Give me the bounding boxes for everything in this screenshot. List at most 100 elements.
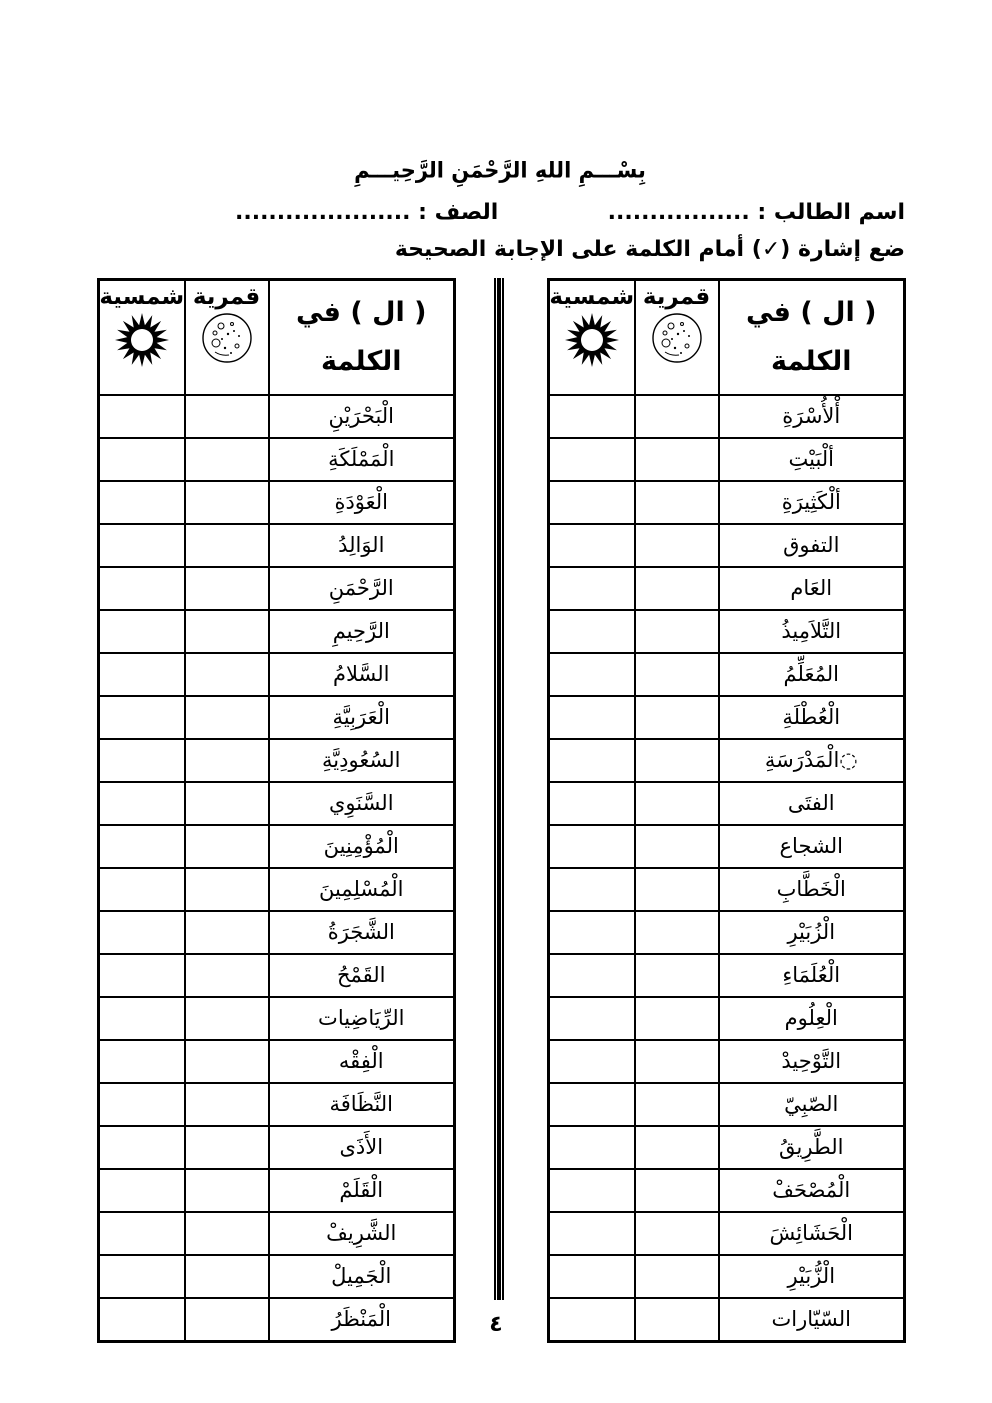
shamsiya-checkbox-cell[interactable] [97, 608, 186, 654]
shamsiya-checkbox-cell[interactable] [547, 694, 636, 740]
qamariya-checkbox-cell[interactable] [633, 866, 720, 912]
student-name-field[interactable]: اسم الطالب : ................. [607, 200, 905, 225]
shamsiya-checkbox-cell[interactable] [547, 952, 636, 998]
shamsiya-checkbox-cell[interactable] [97, 1167, 186, 1213]
qamariya-checkbox-cell[interactable] [183, 866, 270, 912]
shamsiya-checkbox-cell[interactable] [97, 1081, 186, 1127]
qamariya-checkbox-cell[interactable] [633, 1081, 720, 1127]
shamsiya-checkbox-cell[interactable] [97, 1038, 186, 1084]
shamsiya-checkbox-cell[interactable] [547, 1124, 636, 1170]
qamariya-checkbox-cell[interactable] [633, 694, 720, 740]
qamariya-checkbox-cell[interactable] [183, 1167, 270, 1213]
qamariya-checkbox-cell[interactable] [183, 823, 270, 869]
shamsiya-checkbox-cell[interactable] [97, 1296, 186, 1342]
shamsiya-checkbox-cell[interactable] [547, 393, 636, 439]
shamsiya-checkbox-cell[interactable] [547, 651, 636, 697]
qamariya-checkbox-cell[interactable] [633, 737, 720, 783]
word-cell: الوَالِدُ [267, 522, 456, 568]
shamsiya-checkbox-cell[interactable] [547, 565, 636, 611]
word-cell: الفتَى [717, 780, 906, 826]
shamsiya-checkbox-cell[interactable] [547, 823, 636, 869]
shamsiya-checkbox-cell[interactable] [547, 522, 636, 568]
qamariya-checkbox-cell[interactable] [633, 651, 720, 697]
qamariya-checkbox-cell[interactable] [633, 909, 720, 955]
shamsiya-checkbox-cell[interactable] [97, 1210, 186, 1256]
word-column-header-line2: الكلمة [770, 345, 852, 377]
shamsiya-checkbox-cell[interactable] [547, 608, 636, 654]
shamsiya-checkbox-cell[interactable] [97, 393, 186, 439]
shamsiya-checkbox-cell[interactable] [547, 1296, 636, 1342]
shamsiya-checkbox-cell[interactable] [547, 436, 636, 482]
qamariya-checkbox-cell[interactable] [633, 1253, 720, 1299]
qamariya-checkbox-cell[interactable] [633, 780, 720, 826]
qamariya-checkbox-cell[interactable] [183, 522, 270, 568]
table-row: الصّبِيّ [547, 1081, 906, 1127]
shamsiya-checkbox-cell[interactable] [97, 436, 186, 482]
shamsiya-checkbox-cell[interactable] [547, 737, 636, 783]
shamsiya-checkbox-cell[interactable] [97, 952, 186, 998]
shamsiya-checkbox-cell[interactable] [97, 780, 186, 826]
qamariya-checkbox-cell[interactable] [633, 1296, 720, 1342]
qamariya-checkbox-cell[interactable] [633, 1167, 720, 1213]
qamariya-checkbox-cell[interactable] [183, 1081, 270, 1127]
shamsiya-checkbox-cell[interactable] [547, 1081, 636, 1127]
shamsiya-checkbox-cell[interactable] [547, 1210, 636, 1256]
qamariya-checkbox-cell[interactable] [183, 995, 270, 1041]
qamariya-checkbox-cell[interactable] [633, 1038, 720, 1084]
shamsiya-checkbox-cell[interactable] [547, 479, 636, 525]
qamariya-checkbox-cell[interactable] [183, 1038, 270, 1084]
qamariya-checkbox-cell[interactable] [633, 995, 720, 1041]
qamariya-checkbox-cell[interactable] [633, 823, 720, 869]
qamariya-checkbox-cell[interactable] [183, 651, 270, 697]
shamsiya-checkbox-cell[interactable] [97, 522, 186, 568]
shamsiya-checkbox-cell[interactable] [97, 1253, 186, 1299]
qamariya-checkbox-cell[interactable] [633, 1124, 720, 1170]
qamariya-checkbox-cell[interactable] [183, 1210, 270, 1256]
qamariya-checkbox-cell[interactable] [633, 522, 720, 568]
qamariya-checkbox-cell[interactable] [183, 1296, 270, 1342]
shamsiya-checkbox-cell[interactable] [547, 1038, 636, 1084]
shamsiya-checkbox-cell[interactable] [547, 780, 636, 826]
qamariya-checkbox-cell[interactable] [633, 393, 720, 439]
qamariya-checkbox-cell[interactable] [183, 737, 270, 783]
qamariya-checkbox-cell[interactable] [183, 780, 270, 826]
qamariya-checkbox-cell[interactable] [633, 1210, 720, 1256]
qamariya-checkbox-cell[interactable] [183, 1253, 270, 1299]
table-header-row: ( ال ) في الكلمة قمرية [97, 278, 456, 396]
shamsiya-checkbox-cell[interactable] [97, 909, 186, 955]
qamariya-checkbox-cell[interactable] [183, 909, 270, 955]
shamsiya-checkbox-cell[interactable] [547, 995, 636, 1041]
shamsiya-checkbox-cell[interactable] [97, 737, 186, 783]
qamariya-checkbox-cell[interactable] [633, 952, 720, 998]
qamariya-checkbox-cell[interactable] [633, 436, 720, 482]
shamsiya-checkbox-cell[interactable] [97, 565, 186, 611]
shamsiya-checkbox-cell[interactable] [97, 651, 186, 697]
shamsiya-checkbox-cell[interactable] [97, 995, 186, 1041]
qamariya-checkbox-cell[interactable] [183, 565, 270, 611]
qamariya-checkbox-cell[interactable] [633, 608, 720, 654]
shamsiya-checkbox-cell[interactable] [547, 866, 636, 912]
qamariya-checkbox-cell[interactable] [633, 565, 720, 611]
qamariya-checkbox-cell[interactable] [183, 1124, 270, 1170]
shamsiya-checkbox-cell[interactable] [97, 866, 186, 912]
table-row: الرَّحِيمِ [97, 608, 456, 654]
shamsiya-checkbox-cell[interactable] [97, 479, 186, 525]
shamsiya-checkbox-cell[interactable] [547, 1167, 636, 1213]
qamariya-checkbox-cell[interactable] [183, 952, 270, 998]
word-cell: أْلأُسْرَةِ [717, 393, 906, 439]
qamariya-label: قمرية [642, 284, 711, 310]
qamariya-checkbox-cell[interactable] [183, 479, 270, 525]
class-field[interactable]: الصف : ..................... [235, 200, 499, 225]
word-cell: الْقَلَمْ [267, 1167, 456, 1213]
shamsiya-checkbox-cell[interactable] [547, 1253, 636, 1299]
qamariya-checkbox-cell[interactable] [183, 694, 270, 740]
shamsiya-checkbox-cell[interactable] [97, 694, 186, 740]
qamariya-checkbox-cell[interactable] [183, 608, 270, 654]
shamsiya-checkbox-cell[interactable] [97, 1124, 186, 1170]
shamsiya-checkbox-cell[interactable] [547, 909, 636, 955]
qamariya-checkbox-cell[interactable] [633, 479, 720, 525]
qamariya-checkbox-cell[interactable] [183, 393, 270, 439]
shamsiya-checkbox-cell[interactable] [97, 823, 186, 869]
qamariya-checkbox-cell[interactable] [183, 436, 270, 482]
table-row: أْلأُسْرَةِ [547, 393, 906, 439]
